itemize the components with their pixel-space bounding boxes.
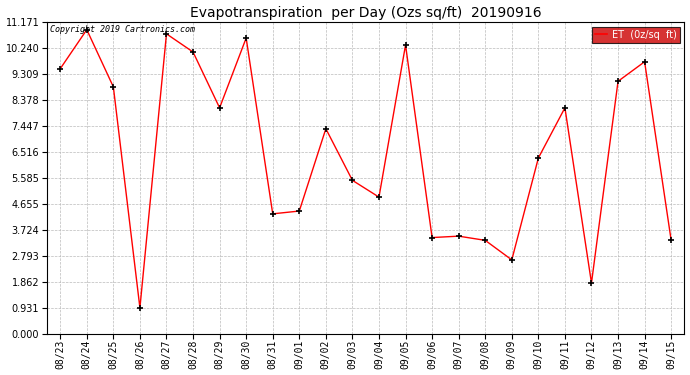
Legend: ET  (0z/sq  ft): ET (0z/sq ft)	[592, 27, 680, 43]
Text: Copyright 2019 Cartronics.com: Copyright 2019 Cartronics.com	[50, 25, 195, 34]
Title: Evapotranspiration  per Day (Ozs sq/ft)  20190916: Evapotranspiration per Day (Ozs sq/ft) 2…	[190, 6, 542, 20]
